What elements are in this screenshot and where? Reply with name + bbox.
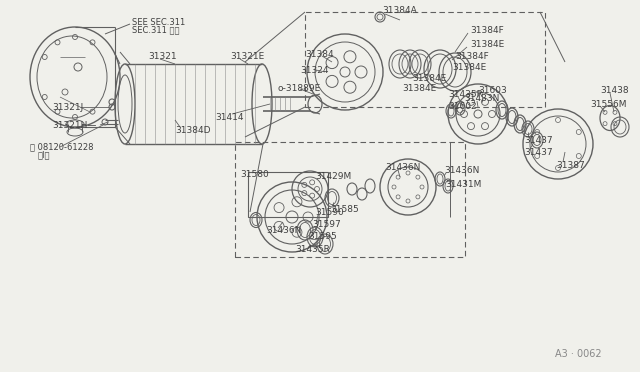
Text: 31438: 31438 bbox=[600, 86, 628, 94]
Text: 31414: 31414 bbox=[215, 112, 243, 122]
Text: o-31889E: o-31889E bbox=[278, 83, 321, 93]
Text: SEE SEC.311: SEE SEC.311 bbox=[132, 17, 185, 26]
Text: Ⓑ 08120-61228: Ⓑ 08120-61228 bbox=[30, 142, 93, 151]
Bar bbox=[248, 172, 328, 217]
Text: 31387: 31387 bbox=[556, 160, 585, 170]
Text: 31321J: 31321J bbox=[52, 103, 83, 112]
Text: 31384D: 31384D bbox=[175, 125, 211, 135]
Text: 31433N: 31433N bbox=[464, 93, 499, 103]
Text: 31590: 31590 bbox=[315, 208, 344, 217]
Text: 31602: 31602 bbox=[448, 102, 477, 110]
Text: 31431M: 31431M bbox=[445, 180, 481, 189]
Text: 31321: 31321 bbox=[148, 51, 177, 61]
Text: 31324: 31324 bbox=[300, 65, 328, 74]
Text: 31597: 31597 bbox=[312, 219, 340, 228]
Text: 31556M: 31556M bbox=[590, 99, 627, 109]
Text: 31384E: 31384E bbox=[470, 39, 504, 48]
Text: SEC.311 参照: SEC.311 参照 bbox=[132, 26, 179, 35]
Text: 31435R: 31435R bbox=[448, 90, 483, 99]
Text: A3 · 0062: A3 · 0062 bbox=[555, 349, 602, 359]
Text: 31436N: 31436N bbox=[444, 166, 479, 174]
Text: （I）: （I） bbox=[38, 151, 51, 160]
Text: 31384E: 31384E bbox=[412, 74, 446, 83]
Text: 31384F: 31384F bbox=[455, 51, 489, 61]
Text: 31384A: 31384A bbox=[382, 6, 417, 15]
Text: 31384F: 31384F bbox=[470, 26, 504, 35]
Text: 31384E: 31384E bbox=[402, 83, 436, 93]
Text: 31321H—: 31321H— bbox=[52, 121, 97, 129]
Text: 31321E: 31321E bbox=[230, 51, 264, 61]
Text: 31603: 31603 bbox=[478, 86, 507, 94]
Text: 31429M: 31429M bbox=[315, 171, 351, 180]
Text: 31436N: 31436N bbox=[266, 225, 301, 234]
Text: 31595: 31595 bbox=[308, 231, 337, 241]
Bar bbox=[305, 12, 545, 107]
Text: 31384E: 31384E bbox=[452, 62, 486, 71]
Text: 31384: 31384 bbox=[305, 49, 333, 58]
Text: 31435R: 31435R bbox=[295, 246, 330, 254]
Text: 31437: 31437 bbox=[524, 148, 552, 157]
Text: 31436N: 31436N bbox=[385, 163, 420, 171]
Bar bbox=[235, 142, 465, 257]
Text: 31437: 31437 bbox=[524, 135, 552, 144]
Text: 31585: 31585 bbox=[330, 205, 359, 214]
Text: 31580: 31580 bbox=[240, 170, 269, 179]
